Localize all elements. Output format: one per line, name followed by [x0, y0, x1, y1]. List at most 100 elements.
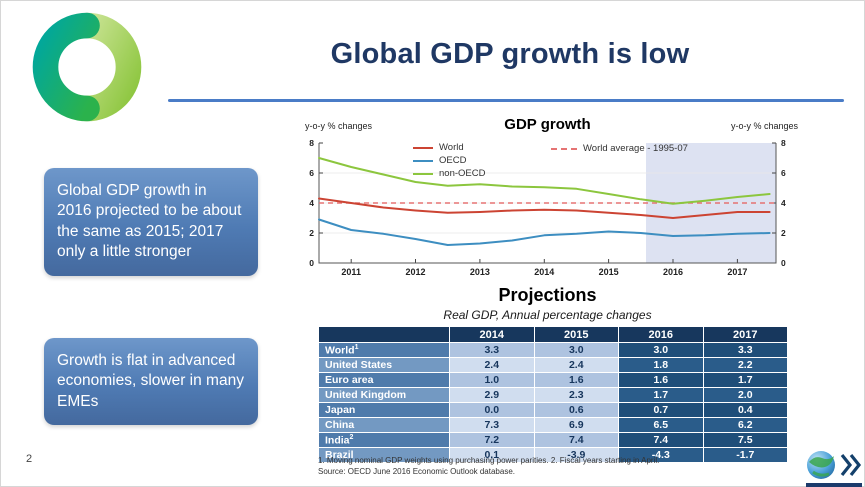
cell-2015: 0.6: [533, 402, 619, 418]
table-row: Euro area 1.0 1.6 1.6 1.7: [318, 372, 788, 388]
cell-2014: 3.3: [449, 342, 535, 358]
projections-subtitle: Real GDP, Annual percentage changes: [443, 308, 652, 322]
cell-2015: 3.0: [533, 342, 619, 358]
left-axis-label: y-o-y % changes: [305, 121, 373, 131]
cell-2014: 0.0: [449, 402, 535, 418]
row-label: United Kingdom: [318, 387, 450, 403]
table-row: United States 2.4 2.4 1.8 2.2: [318, 357, 788, 373]
callout-gdp-2016: Global GDP growth in 2016 projected to b…: [44, 168, 258, 276]
row-label: Euro area: [318, 372, 450, 388]
svg-text:2: 2: [781, 228, 786, 238]
row-label: India2: [318, 432, 450, 448]
brand-swirl-logo: [26, 6, 148, 128]
cell-2017: 2.2: [702, 357, 788, 373]
legend-item: OECD: [413, 155, 485, 166]
page-title: Global GDP growth is low: [330, 38, 690, 70]
header-2017: 2017: [702, 326, 788, 343]
svg-text:2014: 2014: [534, 267, 554, 277]
reference-line-label: World average - 1995-07: [583, 143, 688, 154]
table-footnote: 1. Moving nominal GDP weights using purc…: [318, 456, 660, 465]
table-row: World1 3.3 3.0 3.0 3.3: [318, 342, 788, 358]
cell-2017: 6.2: [702, 417, 788, 433]
legend-label: World: [439, 142, 464, 153]
chart-legend: World OECD non-OECD: [413, 142, 485, 179]
legend-swatch: [413, 146, 433, 149]
gdp-growth-chart: y-o-y % changes GDP growth y-o-y % chang…: [295, 116, 800, 282]
cell-2014: 2.9: [449, 387, 535, 403]
chart-title: GDP growth: [504, 116, 591, 133]
cell-2015: 6.9: [533, 417, 619, 433]
legend-item: non-OECD: [413, 168, 485, 179]
chevrons-icon: [840, 454, 862, 476]
row-label: World1: [318, 342, 450, 358]
row-label: Japan: [318, 402, 450, 418]
table-row: Japan 0.0 0.6 0.7 0.4: [318, 402, 788, 418]
projections-heading: Projections: [498, 285, 597, 305]
svg-text:0: 0: [309, 258, 314, 268]
page-number: 2: [26, 453, 33, 465]
table-row: India2 7.2 7.4 7.4 7.5: [318, 432, 788, 448]
cell-2015: 2.3: [533, 387, 619, 403]
cell-2014: 7.2: [449, 432, 535, 448]
cell-2014: 7.3: [449, 417, 535, 433]
row-label: China: [318, 417, 450, 433]
legend-item: World: [413, 142, 485, 153]
cell-2016: 3.0: [618, 342, 704, 358]
svg-text:6: 6: [309, 168, 314, 178]
legend-swatch: [413, 159, 433, 162]
cell-2014: 1.0: [449, 372, 535, 388]
cell-2014: 2.4: [449, 357, 535, 373]
oecd-globe-logo: [806, 448, 862, 482]
cell-2017: -1.7: [702, 447, 788, 463]
cell-2016: 1.8: [618, 357, 704, 373]
svg-text:2015: 2015: [599, 267, 619, 277]
svg-text:2011: 2011: [341, 267, 361, 277]
svg-text:2013: 2013: [470, 267, 490, 277]
cell-2016: -4.3: [618, 447, 704, 463]
table-row: China 7.3 6.9 6.5 6.2: [318, 417, 788, 433]
cell-2015: 7.4: [533, 432, 619, 448]
cell-2017: 1.7: [702, 372, 788, 388]
reference-line-legend: World average - 1995-07: [551, 143, 688, 154]
projections-table-body: World1 3.3 3.0 3.0 3.3 United States 2.4 2.4 1.8…: [318, 342, 788, 463]
table-header-row: 2014 2015 2016 2017: [318, 326, 788, 343]
header-2015: 2015: [533, 326, 619, 343]
svg-text:4: 4: [781, 198, 786, 208]
cell-2015: -3.9: [533, 447, 619, 463]
header-2014: 2014: [449, 326, 535, 343]
right-axis-label: y-o-y % changes: [730, 121, 798, 131]
dashed-line-swatch: [551, 147, 577, 150]
header-2016: 2016: [618, 326, 704, 343]
cell-2017: 7.5: [702, 432, 788, 448]
legend-label: OECD: [439, 155, 467, 166]
callout-growth-flat: Growth is flat in advanced economies, sl…: [44, 338, 258, 426]
title-underline: [168, 99, 844, 102]
cell-2016: 0.7: [618, 402, 704, 418]
cell-2016: 6.5: [618, 417, 704, 433]
svg-text:2017: 2017: [727, 267, 747, 277]
cell-2014: 0.1: [449, 447, 535, 463]
cell-2017: 0.4: [702, 402, 788, 418]
table-row: United Kingdom 2.9 2.3 1.7 2.0: [318, 387, 788, 403]
svg-text:2: 2: [309, 228, 314, 238]
cell-2015: 1.6: [533, 372, 619, 388]
cell-2016: 7.4: [618, 432, 704, 448]
cell-2017: 3.3: [702, 342, 788, 358]
table-row: Brazil 0.1 -3.9 -4.3 -1.7: [318, 447, 788, 463]
cell-2016: 1.7: [618, 387, 704, 403]
projections-table: 2014 2015 2016 2017 World1 3.3 3.0 3.0 3.3 Un…: [318, 326, 788, 463]
legend-label: non-OECD: [439, 168, 486, 179]
svg-text:2016: 2016: [663, 267, 683, 277]
legend-swatch: [413, 172, 433, 175]
svg-text:4: 4: [309, 198, 314, 208]
cell-2015: 2.4: [533, 357, 619, 373]
source-note: Source: OECD June 2016 Economic Outlook …: [318, 467, 515, 476]
row-label: Brazil: [318, 447, 450, 463]
row-label: United States: [318, 357, 450, 373]
chart-plot-area: 0 0 2 2 4 4 6 6 8 8 2011 2012 2013 2014 2015 2016 2017: [309, 138, 786, 277]
oecd-banner-bar: [806, 483, 862, 487]
cell-2017: 2.0: [702, 387, 788, 403]
svg-text:8: 8: [309, 138, 314, 148]
header-empty-cell: [318, 326, 450, 343]
